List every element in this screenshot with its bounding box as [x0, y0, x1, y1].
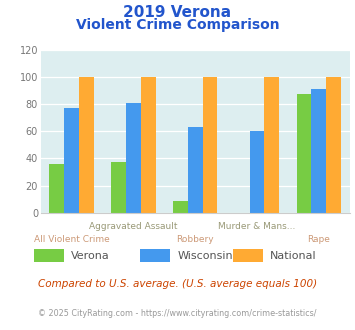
Text: 2019 Verona: 2019 Verona [124, 5, 231, 20]
Bar [79, 77, 94, 213]
Bar [250, 131, 264, 213]
Text: Robbery: Robbery [176, 235, 214, 244]
Text: Aggravated Assault: Aggravated Assault [89, 221, 178, 231]
Text: © 2025 CityRating.com - https://www.cityrating.com/crime-statistics/: © 2025 CityRating.com - https://www.city… [38, 309, 317, 317]
Text: Wisconsin: Wisconsin [178, 251, 233, 261]
Bar [64, 108, 79, 213]
Text: All Violent Crime: All Violent Crime [34, 235, 110, 244]
Bar [141, 77, 156, 213]
Text: Compared to U.S. average. (U.S. average equals 100): Compared to U.S. average. (U.S. average … [38, 279, 317, 289]
Bar [296, 94, 311, 213]
Bar [173, 201, 188, 213]
Text: Violent Crime Comparison: Violent Crime Comparison [76, 18, 279, 32]
Text: Verona: Verona [71, 251, 110, 261]
Text: National: National [270, 251, 316, 261]
Bar [311, 89, 326, 213]
Bar [188, 127, 203, 213]
Bar [264, 77, 279, 213]
Bar [203, 77, 218, 213]
Text: Rape: Rape [307, 235, 330, 244]
Bar [326, 77, 341, 213]
Bar [111, 162, 126, 213]
Bar [126, 103, 141, 213]
Text: Murder & Mans...: Murder & Mans... [218, 221, 296, 231]
Bar [49, 164, 64, 213]
